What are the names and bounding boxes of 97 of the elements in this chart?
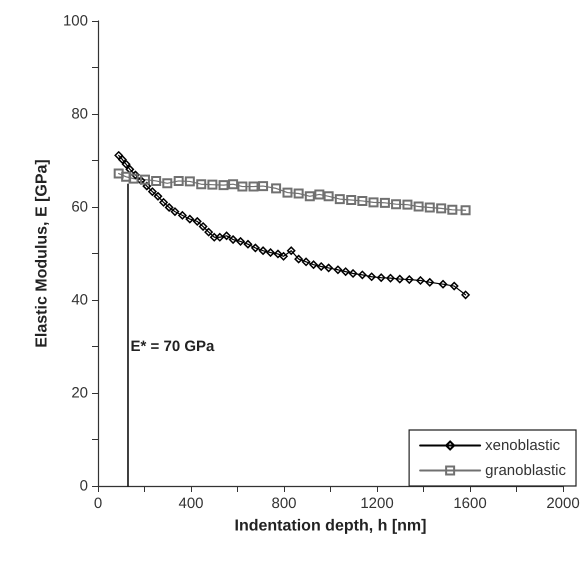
point <box>237 182 248 192</box>
y-tick-label: 40 <box>71 292 88 308</box>
point <box>184 176 195 186</box>
point <box>424 202 435 212</box>
point <box>196 179 206 190</box>
point <box>118 155 127 164</box>
point <box>346 195 356 206</box>
point <box>324 264 333 272</box>
point <box>461 290 470 300</box>
point <box>405 275 414 284</box>
point <box>402 200 412 210</box>
point <box>416 276 425 285</box>
point <box>210 232 218 242</box>
point <box>438 280 448 288</box>
point <box>121 172 132 182</box>
point <box>251 244 260 252</box>
annotation: E* = 70 GPa <box>130 338 216 355</box>
legend-label: xenoblastic <box>485 437 561 454</box>
point <box>114 151 123 160</box>
x-tick-label: 0 <box>94 495 102 512</box>
x-tick-label: 2000 <box>546 495 580 512</box>
point <box>126 165 134 174</box>
point <box>324 191 334 202</box>
point <box>204 228 213 236</box>
y-tick-label: 100 <box>62 12 88 30</box>
point <box>367 272 376 281</box>
x-tick-label: 400 <box>178 495 204 512</box>
point <box>244 240 252 248</box>
point <box>154 192 162 201</box>
point <box>140 174 150 185</box>
point <box>274 250 282 258</box>
y-tick-label: 0 <box>80 478 88 494</box>
point <box>222 232 231 240</box>
point <box>170 207 180 216</box>
point <box>128 174 139 184</box>
legend-label: granoblastic <box>485 462 566 479</box>
point <box>294 188 304 199</box>
point <box>396 274 404 284</box>
point <box>248 182 259 192</box>
point <box>460 205 471 216</box>
point <box>162 178 172 188</box>
point <box>294 254 303 264</box>
point <box>302 258 310 266</box>
point <box>174 176 184 186</box>
point <box>414 202 424 212</box>
x-axis-title: Indentation depth, h [nm] <box>234 518 426 534</box>
x-tick-label: 1200 <box>360 495 394 512</box>
point <box>314 189 324 200</box>
point <box>258 246 268 255</box>
point <box>151 176 162 186</box>
point <box>186 214 194 224</box>
y-tick-label: 60 <box>71 198 88 216</box>
point <box>228 235 238 244</box>
y-tick-label: 80 <box>71 106 88 122</box>
point <box>426 278 434 287</box>
point <box>391 199 402 210</box>
point <box>142 182 152 190</box>
point <box>193 217 202 226</box>
point <box>178 211 187 220</box>
point <box>386 274 395 282</box>
point <box>148 187 157 196</box>
point <box>341 267 350 276</box>
point <box>436 203 446 214</box>
point <box>216 232 224 242</box>
point <box>334 194 345 204</box>
point <box>122 160 130 168</box>
point <box>131 170 140 180</box>
point <box>286 246 296 255</box>
x-tick-label: 1600 <box>453 495 487 512</box>
point <box>207 180 218 190</box>
point <box>228 179 238 190</box>
point <box>271 183 282 194</box>
point <box>198 222 208 231</box>
point <box>368 197 379 208</box>
point <box>334 266 342 274</box>
x-tick-label: 800 <box>271 495 297 512</box>
point <box>304 191 315 202</box>
point <box>236 237 245 246</box>
point <box>218 180 229 190</box>
point <box>266 248 275 257</box>
y-axis-title: Elastic Modulus, E [GPa] <box>34 159 50 348</box>
point <box>358 270 367 280</box>
point <box>376 273 386 282</box>
point <box>450 282 458 290</box>
point <box>258 181 268 192</box>
point <box>282 188 292 198</box>
point <box>316 262 326 271</box>
point <box>159 198 168 207</box>
y-tick-label: 20 <box>71 384 88 402</box>
point <box>357 196 368 206</box>
point <box>380 198 390 208</box>
point <box>114 168 124 179</box>
point <box>164 203 174 212</box>
point <box>447 204 458 215</box>
point <box>348 269 358 278</box>
point <box>279 252 288 261</box>
point <box>309 260 318 269</box>
